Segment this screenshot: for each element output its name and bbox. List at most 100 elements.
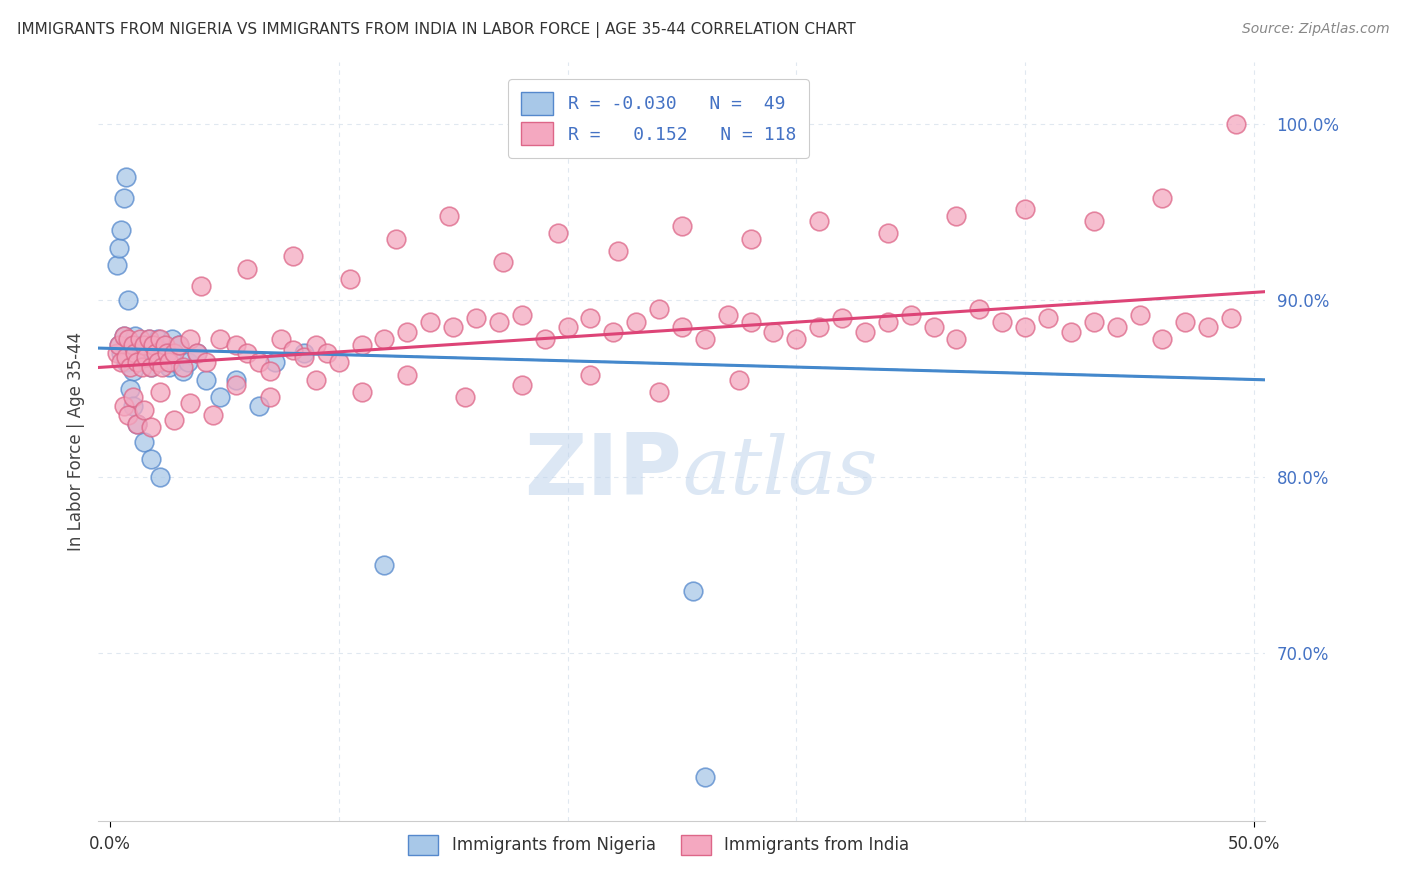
Point (149, 332, 172, 346)
Point (127, 343, 149, 357)
Point (163, 346, 186, 360)
Point (488, 315, 510, 329)
Point (1152, 332, 1174, 346)
Text: Source: ZipAtlas.com: Source: ZipAtlas.com (1241, 22, 1389, 37)
Point (163, 413, 186, 427)
Point (153, 337, 176, 351)
Point (120, 382, 142, 396)
Point (145, 350, 167, 364)
Point (208, 332, 231, 346)
Point (1152, 191, 1174, 205)
Point (465, 311, 488, 326)
Point (127, 355, 149, 369)
Point (922, 320, 945, 334)
Point (396, 368, 419, 382)
Point (419, 315, 441, 329)
Point (785, 332, 807, 346)
Point (152, 360, 174, 375)
Point (247, 355, 270, 369)
Point (108, 337, 131, 351)
Point (145, 346, 167, 360)
Point (247, 399, 270, 413)
Point (179, 332, 201, 346)
Point (292, 346, 315, 360)
Point (117, 293, 139, 308)
Point (900, 308, 922, 322)
Point (1174, 315, 1197, 329)
Point (671, 219, 693, 234)
Point (138, 332, 160, 346)
Point (201, 408, 224, 422)
Point (179, 396, 201, 410)
Point (105, 258, 128, 272)
Point (316, 346, 339, 360)
Point (176, 355, 198, 369)
Point (117, 408, 139, 422)
Point (373, 558, 395, 572)
Point (194, 355, 217, 369)
Point (149, 343, 172, 357)
Point (693, 332, 716, 346)
Point (385, 232, 408, 246)
Point (186, 346, 208, 360)
Point (128, 332, 150, 346)
Point (131, 337, 153, 351)
Point (510, 378, 533, 392)
Point (157, 355, 180, 369)
Point (693, 770, 716, 784)
Point (112, 328, 135, 343)
Point (208, 391, 231, 405)
Legend: Immigrants from Nigeria, Immigrants from India: Immigrants from Nigeria, Immigrants from… (402, 828, 915, 862)
Point (281, 249, 304, 263)
Point (115, 350, 138, 364)
Point (557, 320, 579, 334)
Point (259, 391, 281, 405)
Point (328, 355, 350, 369)
Point (117, 346, 139, 360)
Point (259, 364, 281, 378)
Point (121, 391, 143, 405)
Point (717, 308, 740, 322)
Point (1225, 117, 1247, 131)
Point (945, 332, 967, 346)
Text: ZIP: ZIP (524, 430, 682, 514)
Point (225, 373, 247, 387)
Point (142, 337, 165, 351)
Point (1036, 311, 1059, 326)
Point (350, 337, 373, 351)
Point (1060, 325, 1083, 339)
Point (579, 311, 602, 326)
Point (134, 337, 156, 351)
Point (156, 346, 179, 360)
Point (510, 308, 533, 322)
Point (876, 315, 898, 329)
Point (373, 332, 395, 346)
Point (139, 360, 162, 375)
Point (138, 332, 160, 346)
Point (128, 350, 150, 364)
Point (533, 332, 555, 346)
Point (157, 360, 180, 375)
Point (1014, 202, 1036, 216)
Point (1083, 315, 1105, 329)
Point (110, 346, 132, 360)
Point (112, 328, 135, 343)
Point (437, 209, 460, 223)
Point (121, 399, 143, 413)
Point (120, 360, 142, 375)
Point (146, 332, 169, 346)
Point (1014, 320, 1036, 334)
Point (969, 302, 991, 317)
Point (740, 232, 762, 246)
Point (190, 279, 212, 293)
Point (762, 325, 785, 339)
Point (236, 346, 259, 360)
Point (270, 332, 292, 346)
Point (648, 302, 671, 317)
Point (292, 350, 315, 364)
Point (808, 214, 831, 228)
Point (606, 244, 628, 259)
Text: IMMIGRANTS FROM NIGERIA VS IMMIGRANTS FROM INDIA IN LABOR FORCE | AGE 35-44 CORR: IMMIGRANTS FROM NIGERIA VS IMMIGRANTS FR… (17, 22, 856, 38)
Y-axis label: In Labor Force | Age 35-44: In Labor Force | Age 35-44 (66, 332, 84, 551)
Point (602, 325, 624, 339)
